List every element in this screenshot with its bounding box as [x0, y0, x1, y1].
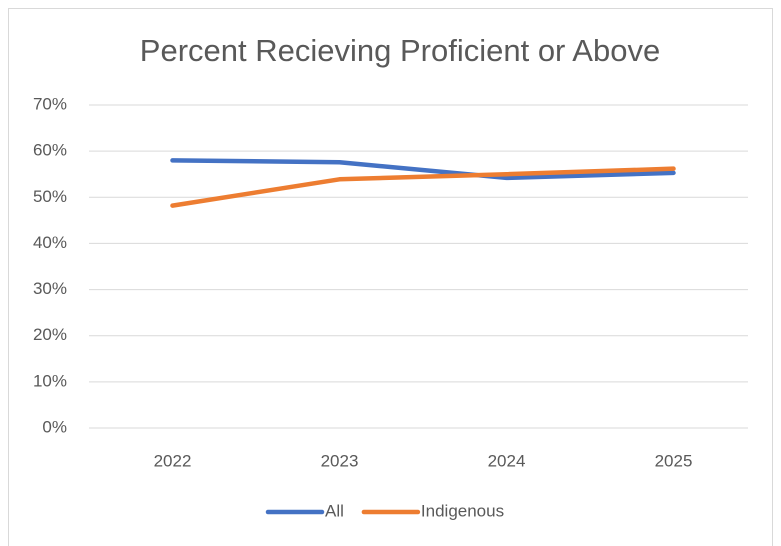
- legend-label: All: [325, 501, 344, 520]
- y-tick-label: 50%: [33, 187, 67, 206]
- x-tick-label: 2024: [488, 451, 526, 470]
- x-tick-label: 2022: [154, 451, 192, 470]
- chart-title: Percent Recieving Proficient or Above: [140, 33, 660, 68]
- y-tick-label: 70%: [33, 94, 67, 113]
- x-tick-label: 2023: [321, 451, 359, 470]
- legend-label: Indigenous: [421, 501, 504, 520]
- y-tick-label: 20%: [33, 325, 67, 344]
- y-tick-label: 0%: [42, 417, 67, 436]
- y-tick-label: 30%: [33, 279, 67, 298]
- chart-border: [8, 8, 773, 546]
- series-line: [170, 166, 676, 208]
- y-tick-label: 40%: [33, 233, 67, 252]
- x-tick-label: 2025: [655, 451, 693, 470]
- series-line: [170, 158, 676, 181]
- y-tick-label: 60%: [33, 141, 67, 160]
- y-tick-label: 10%: [33, 371, 67, 390]
